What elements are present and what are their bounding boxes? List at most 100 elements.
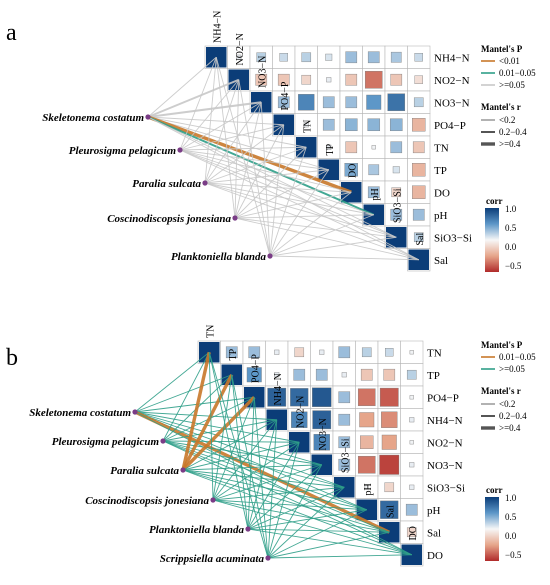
corr-square: [409, 462, 415, 468]
corr-square: [412, 141, 425, 154]
mantel-link: [204, 182, 397, 238]
mantel-link: [269, 236, 397, 257]
species-label: Coscinodiscopsis jonesiana: [107, 213, 231, 225]
mantel-link: [147, 116, 375, 216]
mantel-link: [234, 146, 307, 219]
top-axis-label: pH: [370, 188, 381, 200]
corr-square: [255, 73, 268, 86]
mantel-link: [212, 486, 345, 501]
species-node: [232, 215, 238, 221]
mantel-link: [208, 352, 249, 530]
mantel-link: [247, 528, 390, 533]
corr-square: [361, 347, 372, 358]
mantel-link: [147, 101, 262, 118]
corr-square: [357, 388, 376, 407]
mantel-link: [267, 531, 390, 559]
species-node: [267, 253, 273, 259]
corr-square: [414, 75, 423, 84]
mantel-link: [247, 509, 367, 530]
corr-square: [294, 347, 305, 358]
mantel-r-title: Mantel's r: [481, 386, 521, 396]
r-legend-label: 0.2−0.4: [499, 127, 527, 137]
mantel-link: [267, 486, 345, 559]
right-axis-label: TN: [434, 142, 449, 154]
top-axis-label: NH4−N: [273, 373, 284, 405]
species-label: Pleurosigma pelagicum: [69, 145, 177, 157]
corr-square: [248, 346, 261, 359]
mantel-link: [234, 217, 419, 261]
corr-square: [367, 51, 380, 64]
species-node: [245, 526, 251, 532]
colorbar-tick: 0.0: [505, 242, 517, 252]
right-axis-label: NO3−N: [434, 97, 470, 109]
right-axis-label: DO: [434, 187, 450, 199]
mantel-link: [162, 352, 210, 442]
top-axis-label: TN: [205, 325, 216, 338]
corr-square: [364, 70, 383, 89]
mantel-link: [269, 147, 307, 257]
mantel-link: [267, 554, 412, 559]
mantel-link: [134, 351, 210, 413]
mantel-link: [234, 214, 374, 219]
species-label: Scrippsiella acuminata: [160, 553, 265, 565]
right-axis-label: NO2−N: [434, 75, 470, 87]
mantel-link: [212, 419, 278, 501]
colorbar-tick: 0.0: [505, 531, 517, 541]
corr-square: [409, 417, 415, 423]
colorbar-tick: 0.5: [505, 512, 517, 522]
mantel-link: [182, 441, 300, 471]
colorbar-tick: −0.5: [505, 261, 522, 271]
corr-square: [409, 484, 415, 490]
corr-square: [412, 163, 426, 177]
species-node: [265, 555, 271, 561]
top-axis-label: NO3−N: [257, 56, 268, 88]
p-legend-label: 0.01−0.05: [499, 68, 536, 78]
p-legend-label: 0.01−0.05: [499, 352, 536, 362]
corr-square: [338, 391, 351, 404]
right-axis-label: NH4−N: [434, 52, 470, 64]
corr-square: [345, 96, 358, 109]
corr-square: [277, 73, 290, 86]
corr-square: [326, 144, 332, 150]
mantel-link: [179, 124, 284, 151]
r-legend-label: <0.2: [499, 115, 515, 125]
species-label: Pleurosigma pelagicum: [52, 436, 160, 448]
mantel-r-title: Mantel's r: [481, 102, 521, 112]
mantel-link: [212, 464, 322, 501]
top-axis-label: pH: [363, 483, 374, 495]
corr-square: [301, 52, 312, 63]
mantel-link: [267, 509, 367, 559]
right-axis-label: NH4−N: [427, 415, 463, 427]
corr-square: [360, 435, 374, 449]
mantel-link: [253, 397, 269, 559]
mantel-link: [179, 149, 397, 238]
mantel-link: [204, 57, 217, 184]
top-axis-label: PO4−P: [250, 354, 261, 383]
species-node: [177, 147, 183, 153]
corr-square: [384, 482, 395, 493]
right-axis-label: PO4−P: [427, 392, 459, 404]
top-axis-label: DO: [408, 526, 419, 540]
mantel-link: [247, 397, 255, 530]
mantel-link: [162, 440, 412, 556]
corr-square: [345, 51, 358, 64]
mantel-link: [162, 440, 300, 443]
mantel-link: [247, 419, 278, 530]
corr-square: [390, 73, 403, 86]
mantel-link: [234, 124, 285, 219]
mantel-link: [204, 101, 262, 184]
corr-square: [291, 411, 308, 428]
top-axis-label: SiO3−Si: [340, 438, 351, 473]
top-axis-label: SiO3−Si: [392, 188, 403, 223]
right-axis-label: TP: [434, 165, 447, 177]
top-axis-label: TN: [302, 120, 313, 133]
right-axis-label: DO: [427, 550, 443, 562]
mantel-link: [181, 351, 211, 471]
corr-square: [357, 455, 376, 474]
top-axis-label: NH4−N: [212, 11, 223, 43]
corr-square: [256, 52, 267, 63]
right-axis-label: NO2−N: [427, 437, 463, 449]
mantel-link: [179, 146, 307, 151]
mantel-link: [231, 374, 249, 530]
